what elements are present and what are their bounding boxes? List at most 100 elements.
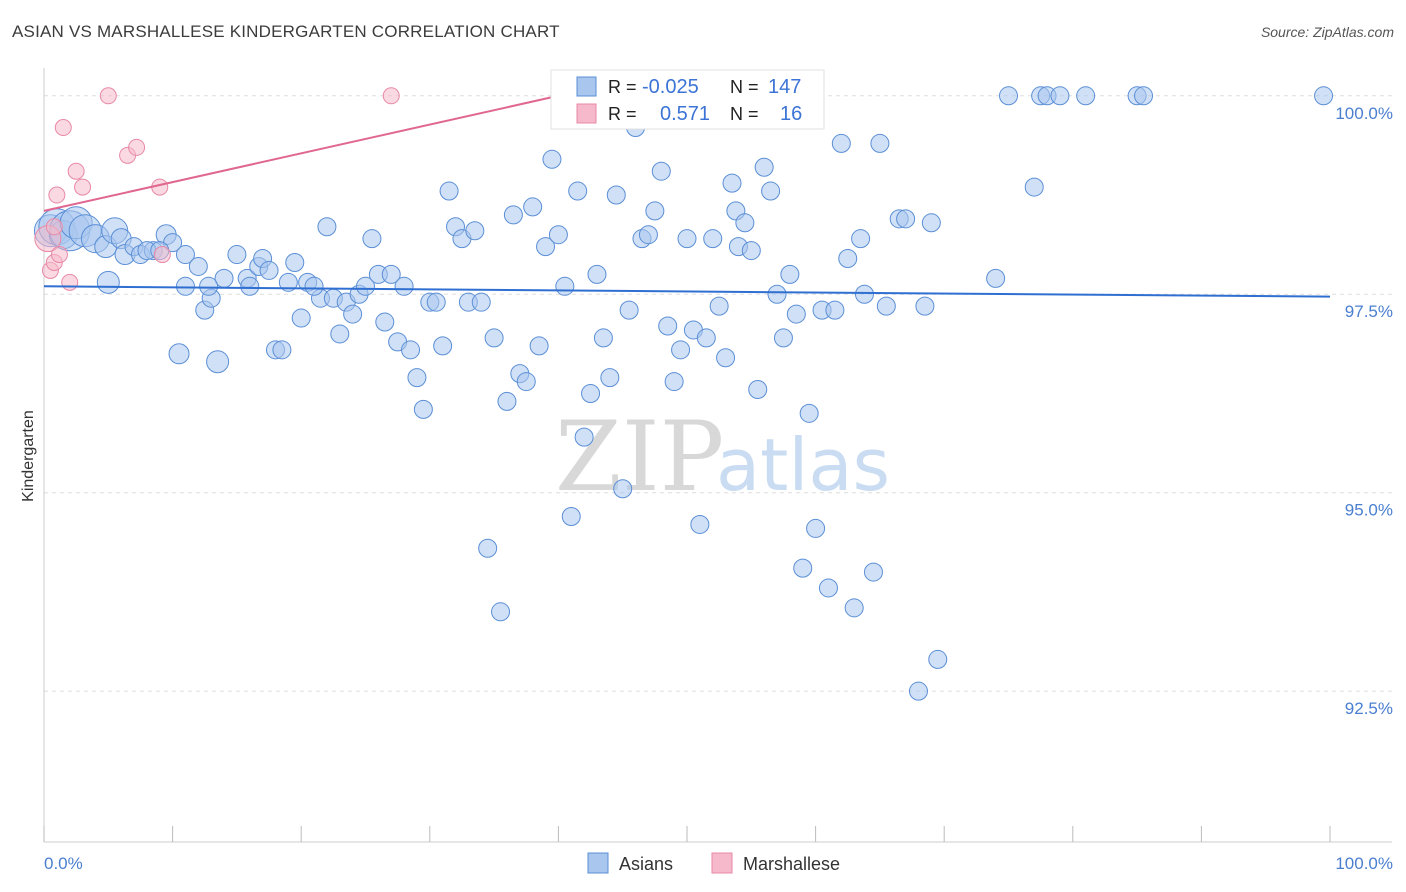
asians-point — [536, 237, 556, 257]
asians-point — [291, 308, 311, 328]
marshallese-point — [67, 162, 85, 180]
asians-point — [838, 249, 858, 269]
asians-point — [851, 229, 871, 249]
asians-point — [381, 264, 401, 284]
asians-point — [780, 264, 800, 284]
asians-points — [33, 86, 1334, 701]
asians-point — [876, 296, 896, 316]
asians-point — [188, 256, 208, 276]
marshallese-n-value: 16 — [780, 103, 802, 125]
asians-point — [523, 197, 543, 217]
marshallese-point — [99, 87, 117, 105]
gridlines — [44, 95, 1392, 692]
legend-marshallese-swatch — [711, 852, 733, 874]
axes — [43, 68, 1392, 843]
bottom-legend: Asians Marshallese — [587, 852, 840, 874]
marshallese-point — [74, 178, 92, 196]
asians-r-value: -0.025 — [642, 76, 699, 98]
asians-point — [568, 181, 588, 201]
marshallese-trend-line — [43, 94, 559, 212]
asians-point — [1314, 86, 1334, 106]
legend-marshallese-label: Marshallese — [743, 854, 840, 874]
asians-point — [581, 383, 601, 403]
asians-point — [786, 304, 806, 324]
asians-point — [709, 296, 729, 316]
asians-point — [240, 276, 260, 296]
asians-point — [413, 399, 433, 419]
y-tick-label: 95.0% — [1345, 501, 1393, 520]
asians-point — [1050, 86, 1070, 106]
asians-r-label: R = — [608, 77, 637, 97]
asians-point — [825, 300, 845, 320]
asians-point — [677, 229, 697, 249]
asians-point — [426, 292, 446, 312]
asians-point — [870, 133, 890, 153]
asians-point — [651, 161, 671, 181]
asians-point — [439, 181, 459, 201]
asians-point — [96, 270, 120, 294]
asians-point — [761, 181, 781, 201]
asians-point — [638, 225, 658, 245]
asians-point — [542, 149, 562, 169]
asians-point — [278, 272, 298, 292]
asians-point — [741, 241, 761, 261]
asians-point — [690, 514, 710, 534]
asians-point — [516, 372, 536, 392]
stats-legend: R = -0.025 N = 147 R = 0.571 N = 16 — [550, 69, 825, 130]
y-tick-label: 92.5% — [1345, 699, 1393, 718]
asians-point — [555, 276, 575, 296]
asians-point — [921, 213, 941, 233]
marshallese-point — [54, 119, 72, 137]
y-tick-label: 97.5% — [1345, 302, 1393, 321]
asians-point — [465, 221, 485, 241]
asians-point — [1076, 86, 1096, 106]
asians-point — [471, 292, 491, 312]
asians-point — [593, 328, 613, 348]
asians-point — [285, 252, 305, 272]
asians-point — [844, 598, 864, 618]
asians-n-value: 147 — [768, 76, 801, 98]
asians-point — [587, 264, 607, 284]
asians-point — [317, 217, 337, 237]
asians-point — [735, 213, 755, 233]
asians-point — [484, 328, 504, 348]
asians-point — [863, 562, 883, 582]
x-ticks — [43, 826, 1331, 842]
asians-point — [613, 479, 633, 499]
asians-point — [168, 343, 190, 365]
asians-point — [497, 391, 517, 411]
marshallese-point — [382, 87, 400, 105]
marshallese-r-value: 0.571 — [660, 103, 710, 125]
asians-point — [227, 245, 247, 265]
marshallese-point — [128, 138, 146, 156]
asians-point — [362, 229, 382, 249]
asians-point — [304, 276, 324, 296]
asians-point — [206, 350, 230, 374]
asians-point — [703, 229, 723, 249]
asians-point — [478, 538, 498, 558]
y-tick-labels: 100.0% 97.5% 95.0% 92.5% — [1335, 104, 1393, 718]
asians-point — [503, 205, 523, 225]
asians-point — [999, 86, 1018, 106]
asians-point — [175, 276, 195, 296]
asians-point — [407, 368, 427, 388]
asians-point — [793, 558, 813, 578]
marshallese-point — [61, 273, 79, 291]
asians-point — [548, 225, 568, 245]
asians-point — [986, 268, 1006, 288]
asians-point — [818, 578, 838, 598]
asians-point — [561, 507, 581, 527]
marshallese-r-label: R = — [608, 104, 637, 124]
asians-point — [394, 276, 414, 296]
legend-asians-label: Asians — [619, 854, 673, 874]
asians-n-label: N = — [730, 77, 759, 97]
asians-point — [529, 336, 549, 356]
asians-point — [606, 185, 626, 205]
marshallese-point — [45, 218, 63, 236]
asians-point — [716, 348, 736, 368]
asians-point — [574, 427, 594, 447]
asians-point — [619, 300, 639, 320]
asians-point — [433, 336, 453, 356]
asians-point — [806, 518, 826, 538]
asians-point — [1024, 177, 1044, 197]
